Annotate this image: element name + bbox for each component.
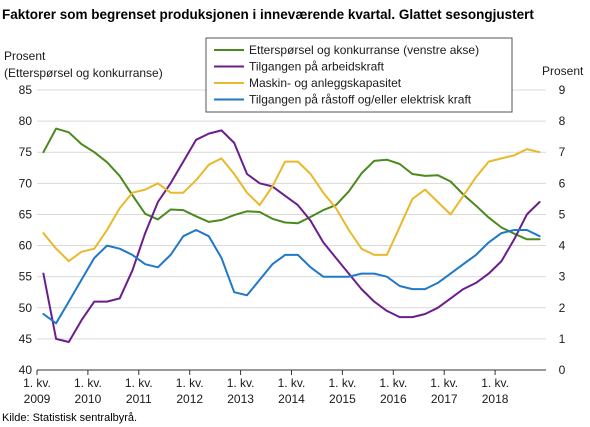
x-tick-year: 2018 [482,392,509,406]
right-tick-label: 9 [559,83,566,97]
series-line-1 [42,127,541,241]
x-tick-year: 2011 [126,392,152,406]
x-tick-label: 1. kv. [379,376,407,390]
source-note: Kilde: Statistisk sentralbyrå. [2,412,137,424]
x-tick-label: 1. kv. [430,376,458,390]
x-tick-year: 2016 [380,392,407,406]
right-axis-title: Prosent [542,64,584,78]
series-lines [42,127,541,343]
x-tick-label: 1. kv. [74,376,102,390]
x-tick-year: 2014 [278,392,305,406]
right-tick-label: 8 [559,114,566,128]
left-tick-label: 70 [19,176,33,190]
legend-label-4: Tilgangen på råstoff og/eller elektrisk … [249,93,472,107]
legend-box [205,37,513,113]
x-tick-label: 1. kv. [125,376,153,390]
right-tick-label: 4 [559,239,566,253]
right-axis-ticks: 0 1 2 3 4 5 6 7 8 9 [559,83,566,377]
x-tick-year: 2009 [24,392,51,406]
series-line-2 [42,129,541,343]
x-tick-year: 2013 [227,392,254,406]
left-axis-ticks: 40 45 50 55 60 65 70 75 80 85 [19,83,33,377]
x-tick-label: 1. kv. [481,376,509,390]
chart-title: Faktorer som begrenset produksjonen i in… [2,7,534,22]
left-tick-label: 60 [19,239,33,253]
gridlines [37,89,546,371]
left-axis-title-line1: Prosent [4,49,46,63]
left-tick-label: 85 [19,83,33,97]
left-tick-label: 45 [19,332,33,346]
left-axis-title-line2: (Etterspørsel og konkurranse) [4,66,163,80]
right-tick-label: 7 [559,145,566,159]
legend-label-1: Etterspørsel og konkurranse (venstre aks… [249,43,479,57]
x-tick-label: 1. kv. [23,376,51,390]
x-tick-label: 1. kv. [278,376,306,390]
left-tick-label: 65 [19,207,33,221]
right-tick-label: 1 [559,332,566,346]
right-tick-label: 0 [559,363,566,377]
legend-label-2: Tilgangen på arbeidskraft [249,60,385,74]
legend-label-3: Maskin- og anleggskapasitet [249,76,402,90]
x-tick-label: 1. kv. [329,376,357,390]
left-tick-label: 75 [19,145,33,159]
x-axis-ticks: 1. kv. 2009 1. kv. 2010 1. kv. 2011 1. kv. 2012… [23,370,509,406]
right-tick-label: 3 [559,270,566,284]
series-line-3 [42,148,541,263]
left-tick-label: 40 [19,363,33,377]
right-tick-label: 5 [559,207,566,221]
series-line-4 [42,229,541,325]
right-tick-label: 2 [559,301,566,315]
right-tick-label: 6 [559,176,566,190]
left-tick-label: 50 [19,301,33,315]
x-tick-year: 2010 [75,392,102,406]
left-tick-label: 80 [19,114,33,128]
x-tick-year: 2012 [176,392,203,406]
left-tick-label: 55 [19,270,33,284]
x-tick-year: 2015 [329,392,356,406]
x-tick-label: 1. kv. [227,376,255,390]
legend: Etterspørsel og konkurranse (venstre aks… [205,37,513,113]
x-tick-year: 2017 [431,392,458,406]
x-tick-label: 1. kv. [176,376,204,390]
